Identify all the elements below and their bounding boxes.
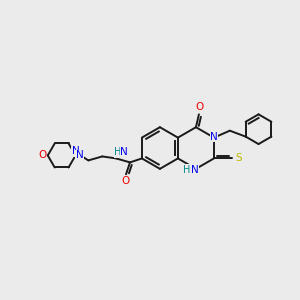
Text: N: N xyxy=(210,132,218,142)
Text: O: O xyxy=(39,150,47,161)
Text: S: S xyxy=(236,153,242,164)
Text: O: O xyxy=(196,102,204,112)
Text: N: N xyxy=(120,148,128,158)
Text: N: N xyxy=(76,150,83,161)
Text: N: N xyxy=(191,165,199,175)
Text: H: H xyxy=(114,148,122,158)
Text: N: N xyxy=(72,146,80,157)
Text: O: O xyxy=(121,176,129,186)
Text: H: H xyxy=(183,165,191,175)
